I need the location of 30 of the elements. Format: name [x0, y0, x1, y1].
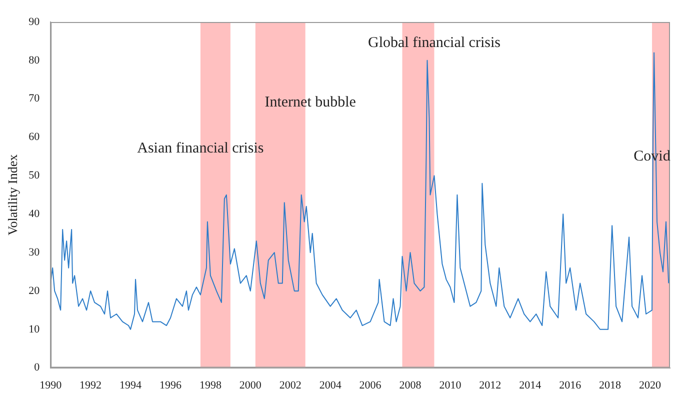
y-tick-label: 10 — [28, 323, 40, 336]
y-tick-label: 50 — [28, 170, 40, 182]
annotation: Asian financial crisis — [137, 140, 264, 157]
x-tick-label: 1992 — [80, 379, 102, 392]
y-axis-title: Volatility Index — [5, 154, 20, 236]
x-tick-label: 2002 — [279, 379, 302, 392]
y-tick-label: 40 — [28, 208, 40, 220]
y-tick-label: 0 — [34, 362, 40, 374]
x-tick-label: 2010 — [439, 379, 462, 392]
y-tick-label: 30 — [28, 246, 40, 258]
x-tick-label: 2014 — [519, 379, 542, 392]
x-tick-label: 2006 — [359, 379, 382, 392]
y-tick-label: 60 — [28, 131, 40, 144]
x-tick-label: 2018 — [599, 379, 622, 392]
x-tick-label: 2020 — [639, 379, 662, 392]
x-tick-label: 1996 — [159, 379, 182, 392]
y-tick-label: 80 — [28, 54, 40, 66]
x-tick-label: 2004 — [319, 379, 342, 392]
y-tick-label: 90 — [28, 16, 40, 28]
y-tick-label: 70 — [28, 92, 40, 105]
y-tick-label: 20 — [28, 284, 40, 297]
x-tick-label: 2000 — [239, 379, 262, 392]
annotation: Internet bubble — [264, 94, 356, 111]
x-tick-label: 2008 — [399, 379, 422, 392]
annotation: Global financial crisis — [368, 35, 501, 52]
x-tick-label: 2012 — [479, 379, 502, 392]
x-tick-label: 1998 — [199, 379, 222, 392]
x-tick-label: 1990 — [40, 379, 62, 392]
x-tick-label: 2016 — [559, 379, 582, 392]
x-tick-label: 1994 — [120, 379, 142, 392]
